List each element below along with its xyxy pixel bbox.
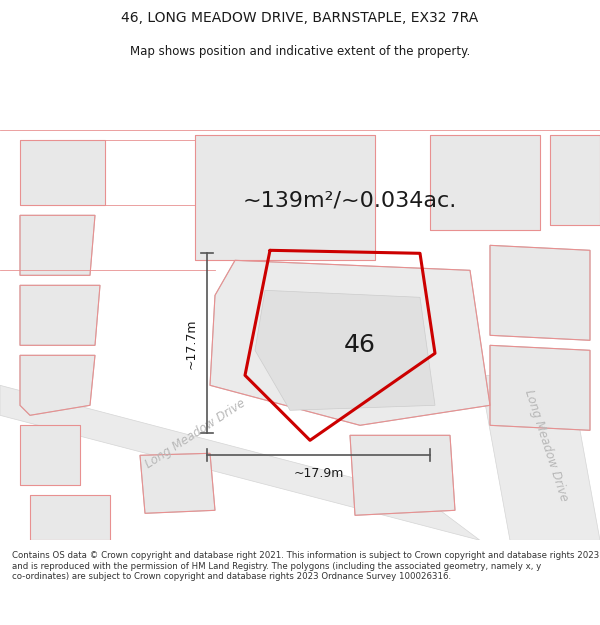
Polygon shape — [30, 495, 110, 540]
Polygon shape — [490, 345, 590, 430]
Polygon shape — [430, 135, 540, 230]
Polygon shape — [195, 135, 375, 260]
Polygon shape — [480, 375, 600, 540]
Polygon shape — [20, 140, 105, 205]
Text: ~139m²/~0.034ac.: ~139m²/~0.034ac. — [243, 190, 457, 210]
Text: Contains OS data © Crown copyright and database right 2021. This information is : Contains OS data © Crown copyright and d… — [12, 551, 599, 581]
Polygon shape — [20, 355, 95, 415]
Text: Long Meadow Drive: Long Meadow Drive — [522, 388, 570, 502]
Text: Map shows position and indicative extent of the property.: Map shows position and indicative extent… — [130, 45, 470, 58]
Polygon shape — [550, 135, 600, 225]
Text: 46, LONG MEADOW DRIVE, BARNSTAPLE, EX32 7RA: 46, LONG MEADOW DRIVE, BARNSTAPLE, EX32 … — [121, 11, 479, 26]
Text: Long Meadow Drive: Long Meadow Drive — [143, 396, 247, 471]
Polygon shape — [20, 215, 95, 275]
Polygon shape — [490, 245, 590, 340]
Polygon shape — [210, 260, 490, 425]
Polygon shape — [0, 385, 480, 540]
Text: 46: 46 — [344, 333, 376, 357]
Polygon shape — [140, 453, 215, 513]
Polygon shape — [255, 290, 435, 410]
Polygon shape — [350, 435, 455, 515]
Text: ~17.9m: ~17.9m — [293, 467, 344, 480]
Polygon shape — [20, 425, 80, 485]
Text: ~17.7m: ~17.7m — [185, 318, 197, 369]
Polygon shape — [20, 285, 100, 345]
